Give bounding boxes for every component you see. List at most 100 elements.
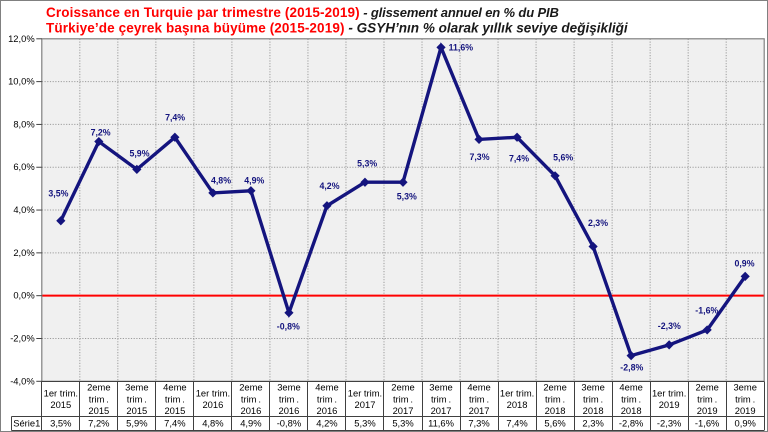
svg-text:3,5%: 3,5% bbox=[48, 189, 68, 199]
svg-text:3eme: 3eme bbox=[429, 382, 452, 393]
svg-text:1er trim.: 1er trim. bbox=[348, 387, 382, 398]
svg-text:3eme: 3eme bbox=[277, 382, 300, 393]
svg-text:trim .: trim . bbox=[431, 393, 451, 404]
svg-text:4,2%: 4,2% bbox=[319, 181, 339, 191]
svg-text:2018: 2018 bbox=[583, 405, 604, 416]
svg-text:7,4%: 7,4% bbox=[164, 418, 185, 429]
svg-text:7,3%: 7,3% bbox=[469, 152, 489, 162]
svg-text:trim .: trim . bbox=[393, 393, 413, 404]
svg-text:11,6%: 11,6% bbox=[449, 43, 474, 53]
svg-text:4,9%: 4,9% bbox=[240, 418, 261, 429]
svg-text:trim .: trim . bbox=[469, 393, 489, 404]
svg-text:2eme: 2eme bbox=[391, 382, 414, 393]
svg-text:2018: 2018 bbox=[621, 405, 642, 416]
svg-text:4,2%: 4,2% bbox=[316, 418, 337, 429]
svg-text:2016: 2016 bbox=[317, 405, 338, 416]
svg-text:11,6%: 11,6% bbox=[428, 418, 454, 429]
svg-text:7,2%: 7,2% bbox=[88, 418, 109, 429]
svg-text:trim .: trim . bbox=[165, 393, 185, 404]
svg-text:4eme: 4eme bbox=[467, 382, 490, 393]
svg-text:1er trim.: 1er trim. bbox=[652, 387, 686, 398]
svg-text:2017: 2017 bbox=[393, 405, 414, 416]
svg-text:2eme: 2eme bbox=[543, 382, 566, 393]
svg-text:1er trim.: 1er trim. bbox=[500, 387, 534, 398]
svg-text:trim .: trim . bbox=[697, 393, 717, 404]
svg-text:2,0%: 2,0% bbox=[13, 247, 34, 258]
svg-text:2,3%: 2,3% bbox=[588, 218, 608, 228]
svg-text:trim .: trim . bbox=[545, 393, 565, 404]
svg-text:7,4%: 7,4% bbox=[509, 154, 529, 164]
svg-text:3eme: 3eme bbox=[125, 382, 148, 393]
svg-text:4eme: 4eme bbox=[315, 382, 338, 393]
svg-text:6,0%: 6,0% bbox=[13, 161, 34, 172]
svg-text:0,9%: 0,9% bbox=[735, 418, 756, 429]
svg-text:trim .: trim . bbox=[127, 393, 147, 404]
svg-text:3eme: 3eme bbox=[581, 382, 604, 393]
svg-text:-1,6%: -1,6% bbox=[695, 418, 720, 429]
svg-text:2016: 2016 bbox=[279, 405, 300, 416]
svg-text:2017: 2017 bbox=[431, 405, 452, 416]
svg-text:2016: 2016 bbox=[202, 399, 223, 410]
svg-text:2eme: 2eme bbox=[87, 382, 110, 393]
svg-text:Croissance en Turquie par tri: Croissance en Turquie par trimestre (201… bbox=[46, 5, 559, 20]
svg-text:0,0%: 0,0% bbox=[13, 290, 34, 301]
svg-text:-2,8%: -2,8% bbox=[620, 363, 643, 373]
svg-text:2015: 2015 bbox=[126, 405, 147, 416]
svg-text:7,4%: 7,4% bbox=[506, 418, 527, 429]
svg-text:7,3%: 7,3% bbox=[468, 418, 489, 429]
svg-text:1er trim.: 1er trim. bbox=[196, 387, 230, 398]
svg-text:trim .: trim . bbox=[241, 393, 261, 404]
svg-text:trim .: trim . bbox=[583, 393, 603, 404]
svg-text:2015: 2015 bbox=[164, 405, 185, 416]
svg-text:2017: 2017 bbox=[469, 405, 490, 416]
svg-text:10,0%: 10,0% bbox=[8, 76, 35, 87]
svg-text:4eme: 4eme bbox=[619, 382, 642, 393]
svg-text:trim .: trim . bbox=[89, 393, 109, 404]
svg-text:4,8%: 4,8% bbox=[211, 176, 231, 186]
svg-text:2019: 2019 bbox=[697, 405, 718, 416]
svg-text:7,2%: 7,2% bbox=[91, 128, 111, 138]
svg-text:4,8%: 4,8% bbox=[202, 418, 223, 429]
svg-text:7,4%: 7,4% bbox=[165, 113, 185, 123]
svg-text:2017: 2017 bbox=[355, 399, 376, 410]
svg-text:-0,8%: -0,8% bbox=[277, 322, 300, 332]
svg-text:2016: 2016 bbox=[240, 405, 261, 416]
svg-text:0,9%: 0,9% bbox=[734, 259, 754, 269]
svg-text:4,0%: 4,0% bbox=[13, 204, 34, 215]
svg-text:-2,8%: -2,8% bbox=[619, 418, 644, 429]
svg-text:-2,0%: -2,0% bbox=[10, 332, 35, 343]
svg-text:3eme: 3eme bbox=[733, 382, 756, 393]
svg-text:5,9%: 5,9% bbox=[129, 149, 149, 159]
svg-text:trim .: trim . bbox=[735, 393, 755, 404]
svg-text:2015: 2015 bbox=[50, 399, 71, 410]
svg-text:12,0%: 12,0% bbox=[8, 33, 35, 44]
svg-text:5,3%: 5,3% bbox=[354, 418, 375, 429]
svg-text:Série1: Série1 bbox=[13, 418, 40, 429]
svg-text:2019: 2019 bbox=[735, 405, 756, 416]
svg-text:4,9%: 4,9% bbox=[244, 176, 264, 186]
svg-text:trim .: trim . bbox=[279, 393, 299, 404]
svg-text:3,5%: 3,5% bbox=[50, 418, 71, 429]
svg-text:5,9%: 5,9% bbox=[126, 418, 147, 429]
svg-text:-1,6%: -1,6% bbox=[695, 306, 718, 316]
svg-text:5,3%: 5,3% bbox=[392, 418, 413, 429]
svg-text:trim .: trim . bbox=[621, 393, 641, 404]
svg-text:trim .: trim . bbox=[317, 393, 337, 404]
svg-text:5,3%: 5,3% bbox=[357, 158, 377, 168]
svg-text:1er trim.: 1er trim. bbox=[44, 387, 78, 398]
svg-text:2018: 2018 bbox=[507, 399, 528, 410]
svg-text:-4,0%: -4,0% bbox=[10, 375, 35, 386]
svg-text:2018: 2018 bbox=[545, 405, 566, 416]
svg-text:Türkiye’de çeyrek başına büyüm: Türkiye’de çeyrek başına büyüme (2015-20… bbox=[46, 21, 628, 36]
svg-text:2015: 2015 bbox=[88, 405, 109, 416]
svg-text:2eme: 2eme bbox=[695, 382, 718, 393]
svg-text:8,0%: 8,0% bbox=[13, 118, 34, 129]
svg-text:5,3%: 5,3% bbox=[397, 192, 417, 202]
svg-text:2,3%: 2,3% bbox=[582, 418, 603, 429]
svg-text:-2,3%: -2,3% bbox=[657, 418, 682, 429]
svg-text:-0,8%: -0,8% bbox=[277, 418, 302, 429]
svg-text:5,6%: 5,6% bbox=[544, 418, 565, 429]
svg-text:-2,3%: -2,3% bbox=[658, 321, 681, 331]
svg-text:5,6%: 5,6% bbox=[553, 152, 573, 162]
svg-text:4eme: 4eme bbox=[163, 382, 186, 393]
